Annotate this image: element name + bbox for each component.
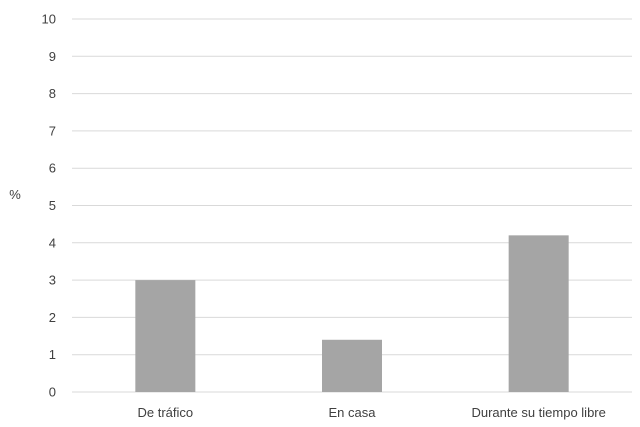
y-tick-label: 8	[49, 86, 56, 101]
y-tick-label: 4	[49, 235, 56, 250]
y-axis-tick-labels: 0 1 2 3 4 5 6 7 8 9 10	[42, 12, 56, 400]
bars	[135, 235, 569, 392]
bar	[508, 235, 569, 392]
y-tick-label: 3	[49, 273, 56, 288]
y-tick-label: 9	[49, 49, 56, 64]
bar	[322, 339, 382, 392]
y-tick-label: 1	[49, 347, 56, 362]
y-tick-label: 10	[42, 12, 56, 27]
y-tick-label: 5	[49, 198, 56, 213]
bar	[135, 280, 196, 392]
x-tick-label: De tráfico	[138, 405, 194, 420]
y-tick-label: 6	[49, 161, 56, 176]
y-axis-label: %	[9, 187, 21, 202]
y-tick-label: 0	[49, 385, 56, 400]
y-tick-label: 2	[49, 310, 56, 325]
x-tick-label: Durante su tiempo libre	[471, 405, 605, 420]
x-axis-tick-labels: De tráfico En casa Durante su tiempo libre	[138, 405, 606, 420]
y-tick-label: 7	[49, 123, 56, 138]
x-tick-label: En casa	[329, 405, 377, 420]
